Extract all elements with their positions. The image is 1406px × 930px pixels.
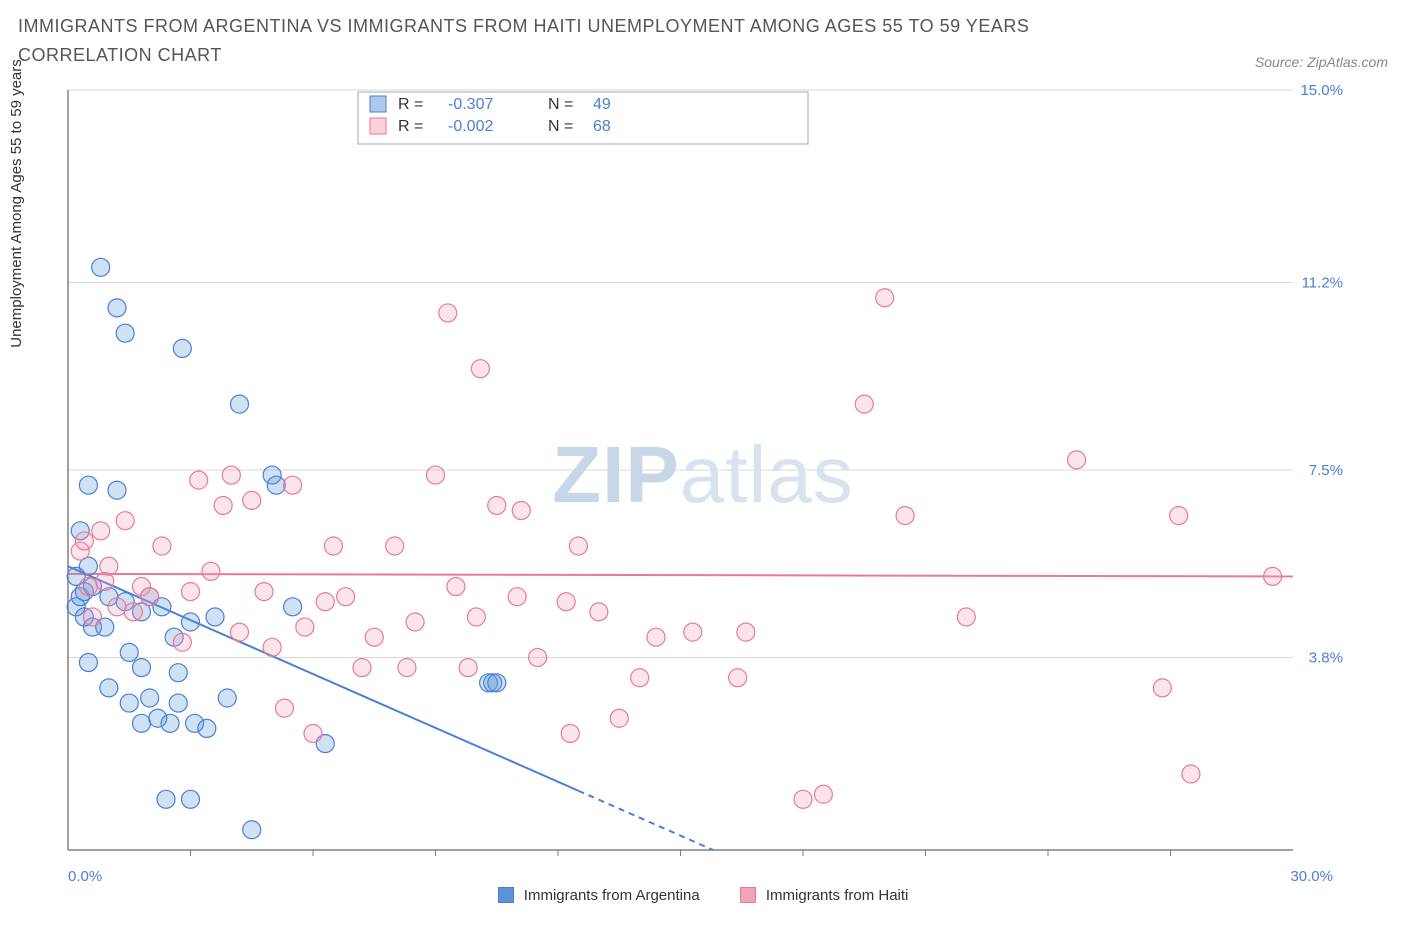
chart-header: IMMIGRANTS FROM ARGENTINA VS IMMIGRANTS … <box>18 12 1388 70</box>
svg-text:R =: R = <box>398 96 423 113</box>
svg-text:68: 68 <box>593 118 611 135</box>
legend-item-argentina: Immigrants from Argentina <box>498 887 700 904</box>
legend-swatch-haiti <box>740 887 756 903</box>
y-axis-label: Unemployment Among Ages 55 to 59 years <box>8 59 25 348</box>
svg-text:-0.307: -0.307 <box>448 96 493 113</box>
svg-text:11.2%: 11.2% <box>1302 274 1343 291</box>
svg-text:3.8%: 3.8% <box>1309 649 1343 666</box>
svg-text:49: 49 <box>593 96 611 113</box>
x-min-label: 0.0% <box>68 868 102 885</box>
legend-bottom: Immigrants from Argentina Immigrants fro… <box>18 887 1388 904</box>
scatter-chart: 3.8% 7.5% 11.2% 15.0% R = -0.307 N = 49 R = -0.00… <box>18 80 1348 870</box>
svg-text:R =: R = <box>398 118 423 135</box>
svg-text:15.0%: 15.0% <box>1300 82 1343 99</box>
svg-text:-0.002: -0.002 <box>448 118 493 135</box>
svg-text:7.5%: 7.5% <box>1309 462 1343 479</box>
svg-text:N =: N = <box>548 96 573 113</box>
x-axis-range: 0.0% 30.0% <box>18 868 1388 885</box>
chart-title: IMMIGRANTS FROM ARGENTINA VS IMMIGRANTS … <box>18 12 1118 70</box>
legend-item-haiti: Immigrants from Haiti <box>740 887 909 904</box>
svg-text:N =: N = <box>548 118 573 135</box>
source-attribution: Source: ZipAtlas.com <box>1255 54 1388 70</box>
x-max-label: 30.0% <box>1290 868 1333 885</box>
chart-container: Unemployment Among Ages 55 to 59 years Z… <box>18 80 1388 904</box>
legend-swatch-argentina <box>498 887 514 903</box>
